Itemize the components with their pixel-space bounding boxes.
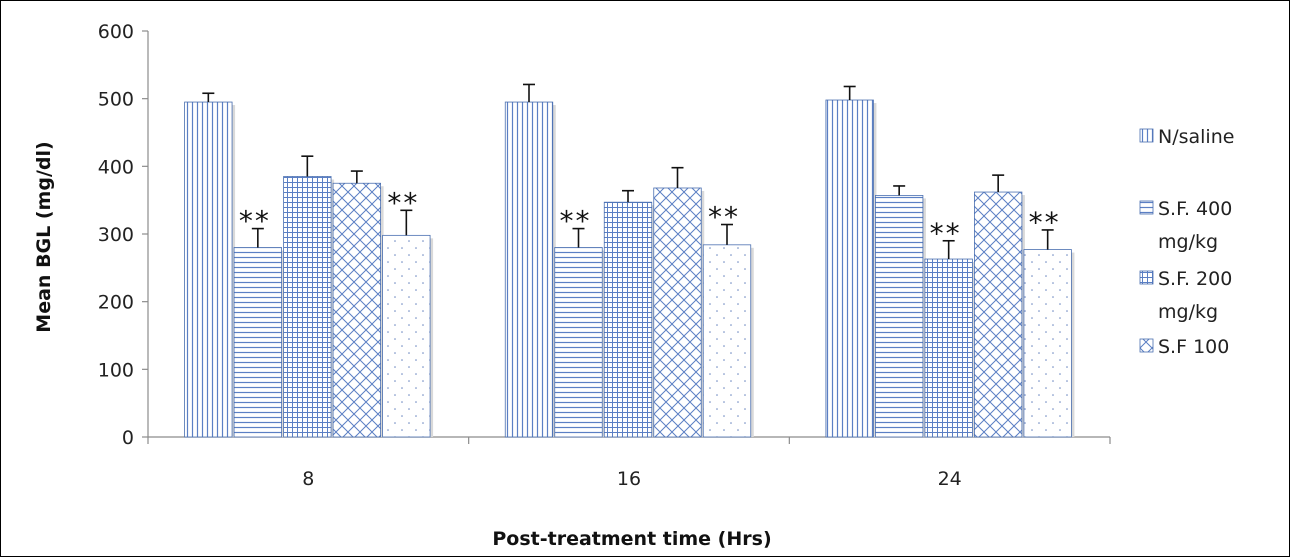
bar — [382, 234, 431, 438]
legend-label: S.F. 400 — [1158, 198, 1232, 220]
bar — [554, 247, 603, 438]
bar — [1023, 249, 1072, 438]
legend-swatch — [1139, 200, 1154, 215]
bar — [825, 99, 874, 438]
legend-swatch — [1139, 128, 1154, 143]
x-tick-label: 24 — [938, 468, 962, 490]
y-axis-title: Mean BGL (mg/dl) — [33, 141, 55, 332]
legend-swatch — [1139, 338, 1154, 353]
legend-label: N/saline — [1158, 126, 1234, 148]
bars-layer — [184, 99, 1075, 438]
error-bars-layer — [202, 83, 1054, 260]
bar — [924, 258, 973, 438]
x-axis-title: Post-treatment time (Hrs) — [492, 528, 771, 550]
y-tick-label: 100 — [98, 359, 134, 381]
significance-marker: ** — [560, 205, 592, 238]
significance-marker: ** — [387, 186, 419, 219]
significance-marker: ** — [930, 217, 962, 250]
legend-label: mg/kg — [1158, 301, 1218, 323]
y-tick-label: 500 — [98, 89, 134, 111]
y-tick-label: 300 — [98, 224, 134, 246]
bar — [504, 101, 554, 438]
y-tick-label: 0 — [122, 427, 134, 449]
legend-label: S.F 100 — [1158, 336, 1229, 358]
legend: N/saline S.F. 400 mg/kg S.F. 200 mg/kg S.F 10… — [1139, 126, 1234, 358]
significance-layer: ** ** ** ** ** ** — [239, 186, 1061, 250]
y-tick-label: 400 — [98, 156, 134, 178]
y-tick-label: 600 — [98, 21, 134, 43]
significance-marker: ** — [239, 205, 271, 238]
significance-marker: ** — [708, 201, 740, 234]
bar — [603, 201, 653, 438]
significance-marker: ** — [1029, 206, 1061, 239]
x-tick-label: 8 — [302, 468, 314, 490]
bar — [875, 195, 924, 438]
bar — [283, 176, 332, 438]
bar — [653, 187, 702, 438]
y-tick-label: 200 — [98, 292, 134, 314]
x-tick-label: 16 — [617, 468, 641, 490]
legend-label: mg/kg — [1158, 231, 1218, 253]
y-axis: 0 100 200 300 400 500 600 — [98, 21, 149, 449]
legend-label: S.F. 200 — [1158, 268, 1232, 290]
bar — [974, 191, 1023, 438]
bar — [332, 182, 381, 438]
legend-swatch — [1139, 270, 1154, 285]
x-axis: 8 16 24 — [147, 436, 1111, 490]
bar — [233, 247, 282, 438]
bar — [184, 101, 233, 438]
bar — [702, 244, 752, 438]
